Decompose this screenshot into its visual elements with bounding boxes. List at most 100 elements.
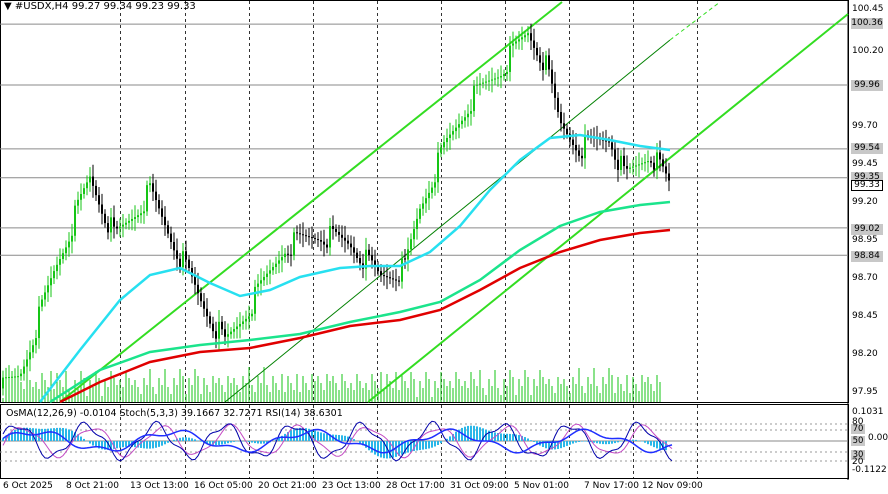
candle-body xyxy=(575,144,577,151)
stochastic-signal-line xyxy=(2,423,673,459)
candle-body xyxy=(185,251,187,260)
candle-body xyxy=(470,111,472,114)
candle-body xyxy=(17,376,19,378)
candle-body xyxy=(527,33,529,36)
candle-body xyxy=(245,318,247,322)
candle-body xyxy=(35,338,37,346)
candle-body xyxy=(578,150,580,156)
candle-body xyxy=(260,280,262,284)
time-label: 8 Oct 21:00 xyxy=(66,481,119,491)
candle-body xyxy=(368,249,370,256)
candle-body xyxy=(23,366,25,374)
time-label: 16 Oct 05:00 xyxy=(194,481,253,491)
candle-body xyxy=(338,231,340,235)
triangle-down-icon[interactable]: ▼ xyxy=(4,1,12,12)
channel-lower-line xyxy=(367,13,849,403)
candle-body xyxy=(164,216,166,226)
candle-body xyxy=(269,270,271,274)
time-label: 23 Oct 13:00 xyxy=(322,481,381,491)
candle-body xyxy=(314,238,316,240)
ohlc-values: 99.27 99.34 99.23 99.33 xyxy=(71,1,196,12)
candle-body xyxy=(134,217,136,219)
candle-body xyxy=(524,35,526,38)
candle-body xyxy=(644,162,646,164)
candle-body xyxy=(53,271,55,279)
chart-title: ▼ #USDX,H4 99.27 99.34 99.23 99.33 xyxy=(4,1,196,12)
candle-body xyxy=(488,80,490,82)
candle-body xyxy=(392,278,394,280)
price-label: 97.95 xyxy=(852,387,878,397)
candle-body xyxy=(641,163,643,165)
candle-body xyxy=(503,74,505,77)
candle-body xyxy=(512,43,514,46)
channel-extension-line xyxy=(669,1,721,41)
candle-body xyxy=(188,259,190,268)
candle-body xyxy=(428,192,430,199)
candle-body xyxy=(140,213,142,216)
candle-body xyxy=(551,69,553,84)
candle-body xyxy=(446,138,448,143)
candle-body xyxy=(131,218,133,221)
candle-body xyxy=(41,299,43,307)
candle-body xyxy=(173,241,175,251)
candle-body xyxy=(401,258,403,282)
current-price-tag: 99.33 xyxy=(851,180,883,191)
candle-body xyxy=(614,149,616,160)
candle-body xyxy=(8,377,10,379)
candle-body xyxy=(14,376,16,378)
candle-body xyxy=(200,293,202,302)
candle-body xyxy=(317,239,319,241)
candle-body xyxy=(332,226,334,229)
candle-body xyxy=(353,247,355,253)
candle-body xyxy=(287,253,289,255)
candle-body xyxy=(11,376,13,378)
candle-body xyxy=(359,258,361,264)
candle-body xyxy=(482,82,484,84)
candle-body xyxy=(212,323,214,332)
time-label: 7 Nov 17:00 xyxy=(584,481,639,491)
candle-body xyxy=(293,232,295,256)
candle-body xyxy=(275,263,277,268)
candle-body xyxy=(221,321,223,330)
candle-body xyxy=(29,352,31,360)
time-label: 20 Oct 21:00 xyxy=(258,481,317,491)
candle-body xyxy=(77,199,79,206)
candle-body xyxy=(104,213,106,224)
candle-body xyxy=(215,331,217,339)
candle-body xyxy=(539,55,541,63)
osc-level-tag: 70 xyxy=(851,424,865,434)
candle-body xyxy=(326,244,328,248)
candle-body xyxy=(179,258,181,268)
candle-body xyxy=(500,76,502,78)
candle-body xyxy=(494,78,496,80)
candle-body xyxy=(311,237,313,239)
candle-body xyxy=(356,252,358,259)
candle-body xyxy=(395,279,397,281)
level-tag: 99.35 xyxy=(851,172,883,183)
price-label: 99.20 xyxy=(852,197,878,207)
candle-body xyxy=(620,155,622,170)
osc-label: -0.1122 xyxy=(852,465,887,475)
candle-body xyxy=(158,200,160,209)
candle-body xyxy=(485,81,487,83)
candle-body xyxy=(437,152,439,183)
price-label: 100.45 xyxy=(852,4,884,14)
candle-body xyxy=(74,205,76,236)
candle-body xyxy=(479,83,481,85)
candle-body xyxy=(80,194,82,200)
candle-body xyxy=(605,140,607,142)
candle-body xyxy=(422,203,424,209)
candle-body xyxy=(89,176,91,183)
osc-level-tag: 30 xyxy=(851,450,865,460)
candle-body xyxy=(617,159,619,170)
moving-average-mid xyxy=(49,200,671,404)
candle-body xyxy=(545,55,547,71)
candle-body xyxy=(305,235,307,237)
candle-body xyxy=(116,226,118,229)
candle-body xyxy=(119,226,121,229)
candle-body xyxy=(113,217,115,227)
candle-body xyxy=(341,234,343,238)
candle-body xyxy=(515,41,517,44)
